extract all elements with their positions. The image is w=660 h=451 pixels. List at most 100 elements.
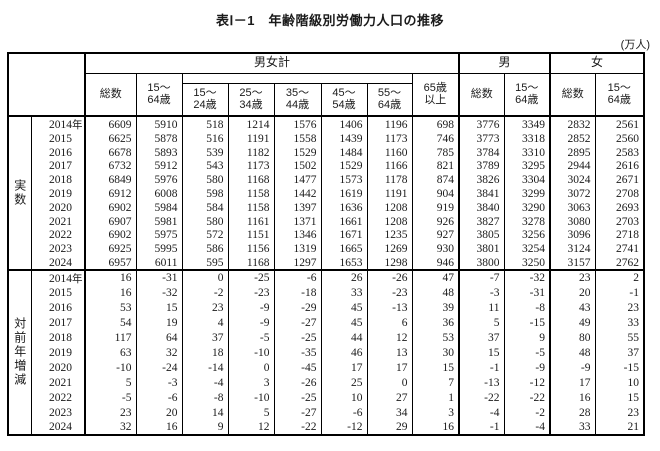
cell-mf-65-over: 926 [411,214,460,229]
cell-female-total: 2852 [549,132,596,146]
cell-male-total: 3773 [458,132,505,146]
year-cell: 2016 [31,145,86,160]
cell-mf-35-44: 1576 [273,116,322,132]
cell-female-15-64: 2561 [594,116,645,132]
cell-mf-45-54: 1636 [320,200,368,215]
cell-male-15-64: 3295 [503,159,551,174]
cell-mf-45-54: 1406 [320,116,368,132]
year-cell: 2023 [31,405,86,420]
table-row: 2021 5 -3 -4 3 -26 25 0 7 -13 -12 17 10 [8,375,645,391]
cell-mf-65-over: 47 [411,268,460,286]
year-cell: 2015 [31,132,86,146]
table-row: 2023 23 20 14 5 -27 -6 34 3 -4 -2 28 23 [8,405,645,420]
cell-male-15-64: 3290 [503,200,551,215]
cell-mf-35-44: 1477 [273,173,322,188]
cell-mf-15-64: -3 [135,375,183,391]
column-header-female-15-64: 15～ 64歳 [594,73,645,117]
table-row: 2016 6678 5893 539 1182 1529 1484 1160 785 3784 33… [8,145,645,160]
cell-male-15-64: 3278 [503,214,551,229]
cell-mf-65-over: 746 [411,132,460,146]
cell-mf-65-over: 39 [411,300,460,316]
cell-mf-25-34: -10 [227,345,275,361]
column-header-mf-45-54: 45～ 54歳 [320,82,368,117]
cell-mf-25-34: 1151 [227,228,275,243]
header-inset-spacer [182,73,412,83]
tbody-actual-figures: 実数 2014年 6609 5910 518 1214 1576 1406 1196 698 377… [8,116,645,270]
cell-female-total: 2944 [549,159,596,174]
cell-mf-15-24: -14 [181,360,229,376]
cell-female-total: 3024 [549,173,596,188]
cell-female-15-64: 15 [594,390,645,406]
cell-mf-25-34: -9 [227,300,275,316]
cell-female-15-64: -1 [594,285,645,301]
cell-female-total: 2895 [549,145,596,160]
cell-mf-25-34: -9 [227,315,275,331]
cell-mf-35-44: 1529 [273,145,322,160]
year-cell: 2024 [31,419,86,435]
cell-mf-65-over: 15 [411,360,460,376]
cell-male-total: 3827 [458,214,505,229]
cell-female-15-64: 37 [594,345,645,361]
table-row: 2020 -10 -24 -14 0 -45 17 17 15 -1 -9 -9 -15 [8,360,645,376]
cell-mf-65-over: 7 [411,375,460,391]
table-row: 2024 6957 6011 595 1168 1297 1653 1298 946 3800 32… [8,256,645,270]
table-row: 実数 2014年 6609 5910 518 1214 1576 1406 1196 698 377… [8,116,645,270]
cell-male-15-64: 3254 [503,242,551,257]
cell-mf-55-64: -26 [366,268,413,286]
cell-male-total: -7 [458,268,505,286]
cell-mf-15-64: -24 [135,360,183,376]
cell-female-15-64: 2671 [594,173,645,188]
table-row: 2015 6625 5878 516 1191 1558 1439 1173 746 3773 33… [8,132,645,146]
cell-male-15-64: -22 [503,390,551,406]
cell-male-15-64: -31 [503,285,551,301]
cell-mf-25-34: 1173 [227,159,275,174]
cell-male-15-64: 3310 [503,145,551,160]
cell-mf-total: 6678 [84,145,137,160]
table-row: 2022 -5 -6 -8 -10 -25 10 27 1 -22 -22 16 15 [8,390,645,406]
cell-male-total: 11 [458,300,505,316]
cell-mf-total: 53 [84,300,137,316]
table-row: 2019 63 32 18 -10 -35 46 13 30 15 -5 48 37 [8,345,645,361]
cell-mf-35-44: 1502 [273,159,322,174]
row-group-label-yoy-change: 対前年増減 [8,268,32,435]
cell-mf-35-44: 1442 [273,187,322,201]
cell-female-15-64: 23 [594,300,645,316]
cell-mf-total: 23 [84,405,137,420]
cell-mf-65-over: 16 [411,419,460,435]
cell-mf-25-34: -23 [227,285,275,301]
cell-mf-45-54: 45 [320,300,368,316]
cell-mf-35-44: -26 [273,375,322,391]
cell-mf-25-34: 1161 [227,214,275,229]
cell-mf-15-24: 543 [181,159,229,174]
cell-mf-25-34: -10 [227,390,275,406]
cell-female-total: 17 [549,375,596,391]
header-stub-cell [8,53,86,117]
column-group-female: 女 [550,53,644,74]
cell-female-15-64: 2583 [594,145,645,160]
year-cell: 2014年 [31,268,86,286]
year-cell: 2019 [31,187,86,201]
table-row: 2021 6907 5981 580 1161 1371 1661 1208 926 3827 32… [8,214,645,229]
cell-female-15-64: 2560 [594,132,645,146]
cell-mf-55-64: 1235 [366,228,413,243]
cell-male-total: 3841 [458,187,505,201]
cell-mf-total: 6925 [84,242,137,257]
cell-female-15-64: 33 [594,315,645,331]
cell-mf-15-24: 516 [181,132,229,146]
cell-mf-65-over: 821 [411,159,460,174]
cell-mf-15-64: 5910 [135,116,183,132]
cell-mf-25-34: -5 [227,330,275,346]
cell-male-total: 3789 [458,159,505,174]
cell-mf-total: -5 [84,390,137,406]
year-cell: 2014年 [31,116,86,132]
table-title: 表Ⅰ－1 年齢階級別労働力人口の推移 [215,13,445,28]
cell-mf-15-24: 539 [181,145,229,160]
cell-female-15-64: 21 [594,419,645,435]
cell-mf-65-over: 930 [411,242,460,257]
column-header-mf-15-64: 15～ 64歳 [135,73,183,117]
year-cell: 2018 [31,173,86,188]
cell-mf-45-54: 1573 [320,173,368,188]
cell-mf-35-44: -45 [273,360,322,376]
tbody-yoy-change: 対前年増減 2014年 16 -31 0 -25 -6 26 -26 47 -7 -32 23 2 2015… [8,268,645,435]
column-header-mf-25-34: 25～ 34歳 [227,82,275,117]
